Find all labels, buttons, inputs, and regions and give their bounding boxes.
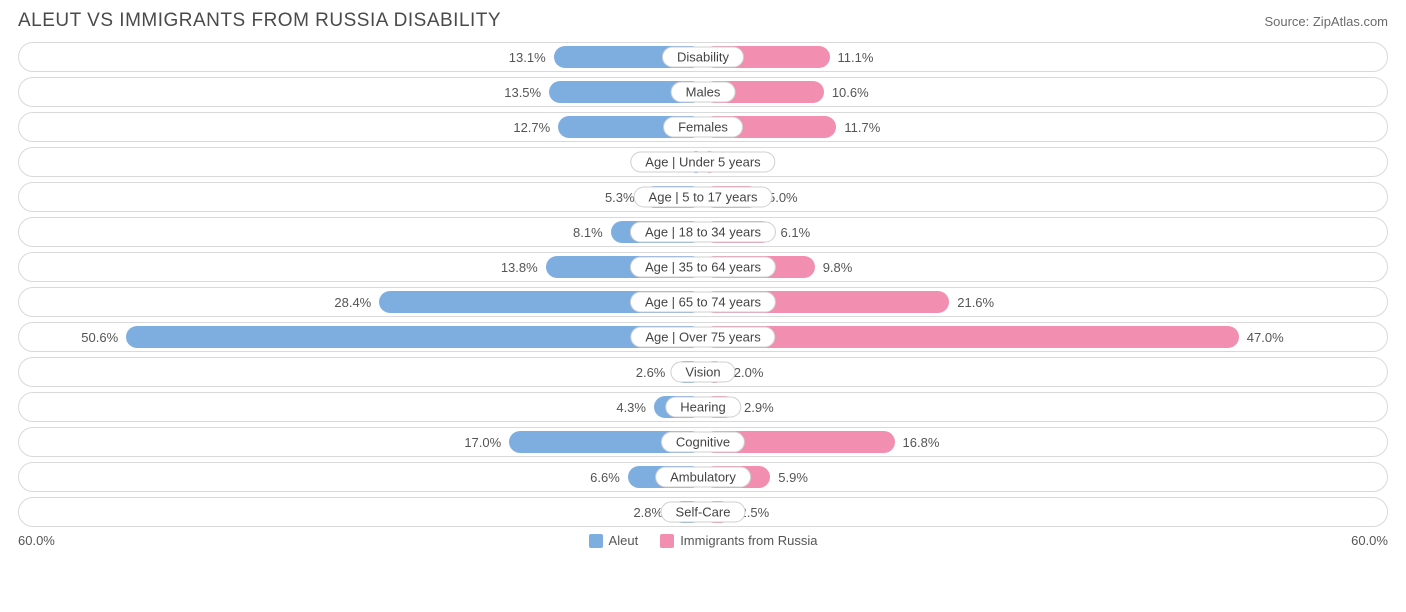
legend-label-left: Aleut — [609, 533, 639, 548]
chart-row: 13.1% 11.1% Disability — [18, 42, 1388, 72]
right-value-label: 16.8% — [903, 435, 940, 450]
right-half: 11.1% — [703, 46, 1387, 68]
category-pill: Age | 18 to 34 years — [630, 222, 776, 243]
legend-swatch-right — [660, 534, 674, 548]
right-value-label: 11.7% — [844, 120, 880, 135]
chart-row: 8.1% 6.1% Age | 18 to 34 years — [18, 217, 1388, 247]
left-half: 8.1% — [19, 221, 703, 243]
left-value-label: 12.7% — [513, 120, 550, 135]
left-half: 13.1% — [19, 46, 703, 68]
right-half: 2.5% — [703, 501, 1387, 523]
right-half: 9.8% — [703, 256, 1387, 278]
chart-row: 28.4% 21.6% Age | 65 to 74 years — [18, 287, 1388, 317]
category-pill: Vision — [670, 362, 735, 383]
left-value-label: 28.4% — [334, 295, 371, 310]
right-half: 47.0% — [703, 326, 1387, 348]
left-value-label: 13.5% — [504, 85, 541, 100]
right-half: 21.6% — [703, 291, 1387, 313]
left-half: 1.2% — [19, 151, 703, 173]
left-value-label: 4.3% — [616, 400, 646, 415]
chart-row: 1.2%1.1%Age | Under 5 years — [18, 147, 1388, 177]
category-pill: Self-Care — [661, 502, 746, 523]
left-value-label: 13.1% — [509, 50, 546, 65]
category-pill: Males — [671, 82, 736, 103]
right-half: 2.0% — [703, 361, 1387, 383]
left-value-label: 50.6% — [81, 330, 118, 345]
right-value-label: 5.9% — [778, 470, 808, 485]
left-value-label: 17.0% — [464, 435, 501, 450]
left-value-label: 6.6% — [590, 470, 620, 485]
left-half: 13.5% — [19, 81, 703, 103]
right-value-label: 6.1% — [781, 225, 811, 240]
left-value-label: 5.3% — [605, 190, 635, 205]
right-half: 6.1% — [703, 221, 1387, 243]
right-half: 2.9% — [703, 396, 1387, 418]
left-half: 12.7% — [19, 116, 703, 138]
left-half: 4.3% — [19, 396, 703, 418]
right-half: 5.0% — [703, 186, 1387, 208]
left-half: 6.6% — [19, 466, 703, 488]
diverging-bar-chart: 13.1% 11.1% Disability 13.5% 10.6% Males 12.7%… — [18, 42, 1388, 527]
chart-title: ALEUT VS IMMIGRANTS FROM RUSSIA DISABILI… — [18, 10, 501, 32]
chart-row: 4.3% 2.9%Hearing — [18, 392, 1388, 422]
category-pill: Hearing — [665, 397, 741, 418]
right-half: 1.1% — [703, 151, 1387, 173]
axis-max-left: 60.0% — [18, 533, 55, 548]
right-half: 11.7% — [703, 116, 1387, 138]
legend-item-right: Immigrants from Russia — [660, 533, 817, 548]
right-value-label: 21.6% — [957, 295, 994, 310]
axis-max-right: 60.0% — [1351, 533, 1388, 548]
category-pill: Age | 5 to 17 years — [634, 187, 773, 208]
category-pill: Cognitive — [661, 432, 745, 453]
right-value-label: 2.0% — [734, 365, 764, 380]
left-value-label: 8.1% — [573, 225, 603, 240]
left-half: 13.8% — [19, 256, 703, 278]
chart-row: 13.5% 10.6% Males — [18, 77, 1388, 107]
left-value-label: 2.8% — [633, 505, 663, 520]
left-half: 5.3% — [19, 186, 703, 208]
legend-label-right: Immigrants from Russia — [680, 533, 817, 548]
category-pill: Females — [663, 117, 743, 138]
chart-row: 2.8% 2.5%Self-Care — [18, 497, 1388, 527]
legend-item-left: Aleut — [589, 533, 639, 548]
chart-row: 2.6% 2.0%Vision — [18, 357, 1388, 387]
left-bar — [126, 326, 703, 348]
chart-row: 6.6% 5.9% Ambulatory — [18, 462, 1388, 492]
left-half: 17.0% — [19, 431, 703, 453]
left-value-label: 13.8% — [501, 260, 538, 275]
left-half: 2.6% — [19, 361, 703, 383]
category-pill: Age | 35 to 64 years — [630, 257, 776, 278]
chart-row: 13.8% 9.8% Age | 35 to 64 years — [18, 252, 1388, 282]
right-value-label: 47.0% — [1247, 330, 1284, 345]
left-half: 50.6% — [19, 326, 703, 348]
right-half: 5.9% — [703, 466, 1387, 488]
chart-row: 12.7% 11.7% Females — [18, 112, 1388, 142]
category-pill: Disability — [662, 47, 744, 68]
category-pill: Age | Over 75 years — [630, 327, 775, 348]
right-value-label: 9.8% — [823, 260, 853, 275]
legend: Aleut Immigrants from Russia — [589, 533, 818, 548]
right-bar — [703, 326, 1239, 348]
chart-row: 17.0% 16.8% Cognitive — [18, 427, 1388, 457]
right-half: 16.8% — [703, 431, 1387, 453]
right-value-label: 11.1% — [838, 50, 874, 65]
legend-swatch-left — [589, 534, 603, 548]
right-value-label: 10.6% — [832, 85, 869, 100]
category-pill: Age | 65 to 74 years — [630, 292, 776, 313]
left-half: 28.4% — [19, 291, 703, 313]
chart-row: 5.3% 5.0%Age | 5 to 17 years — [18, 182, 1388, 212]
right-value-label: 2.9% — [744, 400, 774, 415]
right-half: 10.6% — [703, 81, 1387, 103]
left-value-label: 2.6% — [636, 365, 666, 380]
chart-row: 50.6% 47.0% Age | Over 75 years — [18, 322, 1388, 352]
category-pill: Ambulatory — [655, 467, 751, 488]
source-attribution: Source: ZipAtlas.com — [1264, 14, 1388, 29]
left-half: 2.8% — [19, 501, 703, 523]
category-pill: Age | Under 5 years — [630, 152, 775, 173]
